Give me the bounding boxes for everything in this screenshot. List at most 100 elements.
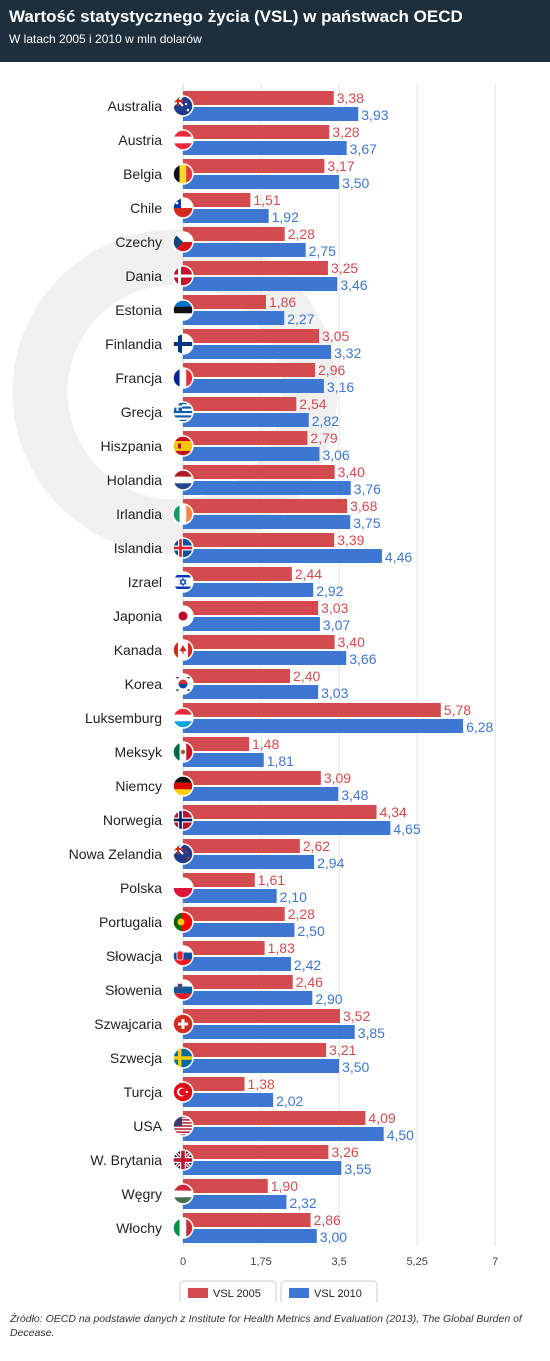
flags-group [172,95,194,1239]
data-label-2010: 3,46 [340,277,367,293]
x-tick-label: 7 [492,1256,498,1268]
data-label-2010: 4,46 [385,549,412,565]
flag-ring [172,945,194,967]
labels-group: Australia 3,383,93 Austria 3,283,67 Belgia 3,… [69,90,494,1245]
category-label: Norwegia [103,812,162,828]
data-label-2005: 2,44 [295,566,322,582]
data-label-2010: 3,85 [358,1025,385,1041]
greece-flag-icon [173,402,193,422]
category-label: Polska [120,880,162,896]
iceland-flag-icon [173,538,193,558]
flag-ring [172,163,194,185]
category-label: Słowacja [106,948,162,964]
flag-stripe [173,436,193,441]
flag-sun [178,611,188,621]
flag-ring [172,299,194,321]
flag-stripe [173,1184,193,1191]
category-label: Niemcy [115,778,162,794]
flag-stripe [173,404,193,407]
category-label: Holandia [107,472,162,488]
switzerland-flag-icon [173,1014,193,1034]
flag-star [186,856,190,860]
data-label-2010: 6,28 [466,719,493,735]
bar-vsl2010 [183,1127,384,1141]
flag-stripe [173,242,193,252]
flag-emblem [176,950,184,961]
flag-stripe [173,782,193,790]
flag-stripe [173,413,193,416]
flag-stripe [174,677,179,679]
bar-vsl2010 [183,175,340,189]
flag-stripe [173,451,193,456]
flag-ring [172,843,194,865]
flag-stripe [178,1022,188,1026]
x-tick-label: 0 [180,1256,186,1268]
category-label: Dania [125,268,162,284]
bar-vsl2005 [183,329,320,343]
data-label-2010: 2,92 [316,583,343,599]
data-label-2010: 1,81 [267,753,294,769]
data-label-2010: 3,07 [323,617,350,633]
poland-flag-icon [173,878,193,898]
bar-chart: Australia 3,383,93 Austria 3,283,67 Belgia 3,… [12,84,498,1302]
data-label-2010: 2,32 [289,1195,316,1211]
ireland-flag-icon [173,504,193,524]
flag-stripe [173,980,193,987]
data-label-2005: 2,86 [314,1212,341,1228]
category-label: Słowenia [105,982,162,998]
bar-vsl2005 [183,533,335,547]
bar-vsl2005 [183,1111,366,1125]
x-axis: 0 1,75 3,5 5,25 7 [180,1256,498,1268]
flag-ring [172,1183,194,1205]
bar-vsl2010 [183,1229,317,1243]
flag-star [179,579,187,587]
flag-stripe [173,1128,193,1130]
bar-vsl2005 [183,261,328,275]
bar-vsl2010 [183,515,351,529]
category-label: Turcja [124,1084,163,1100]
flag-stripe [173,986,193,994]
bar-vsl2005 [183,601,319,615]
data-label-2010: 2,75 [309,243,336,259]
flag-stripe [188,640,193,660]
data-label-2005: 3,17 [327,158,354,174]
data-label-2005: 2,28 [288,906,315,922]
source-note: Źródło: OECD na podstawie danych z Insti… [10,1313,522,1339]
legend: VSL 2005 VSL 2010 [179,1280,378,1302]
data-label-2005: 1,83 [268,940,295,956]
data-label-2010: 2,94 [317,855,344,871]
flag-ring [172,571,194,593]
flag-stripe [173,198,193,208]
flag-stripe [173,1122,193,1124]
france-flag-icon [173,368,193,388]
data-label-2005: 2,96 [318,362,345,378]
germany-flag-icon [173,776,193,796]
flag-ring [172,1013,194,1035]
flag-star [185,1090,188,1094]
flag-ring [172,877,194,899]
usa-flag-icon [173,1116,193,1136]
category-label: Grecja [121,404,162,420]
flag-stripe [173,546,193,550]
bar-vsl2005 [183,567,292,581]
flag-emblem [178,443,181,449]
bar-vsl2005 [183,499,348,513]
category-label: Austria [118,132,162,148]
flag-ring [172,231,194,253]
data-label-2010: 2,42 [294,957,321,973]
flag-stripe [173,417,193,420]
data-label-2005: 3,03 [321,600,348,616]
bar-vsl2005 [183,669,291,683]
x-tick-label: 1,75 [250,1256,271,1268]
flag-emblem [177,983,183,990]
bar-vsl2010 [183,821,391,835]
flag-stripe [173,405,182,408]
bar-vsl2005 [183,1043,327,1057]
flag-stripe [173,306,193,314]
flag-stripe [179,164,187,184]
bar-vsl2005 [183,873,255,887]
data-label-2005: 1,48 [252,736,279,752]
flag-leaf [179,645,187,655]
flag-star [184,850,188,854]
chart-subtitle: W latach 2005 i 2010 w mln dolarów [9,32,202,46]
